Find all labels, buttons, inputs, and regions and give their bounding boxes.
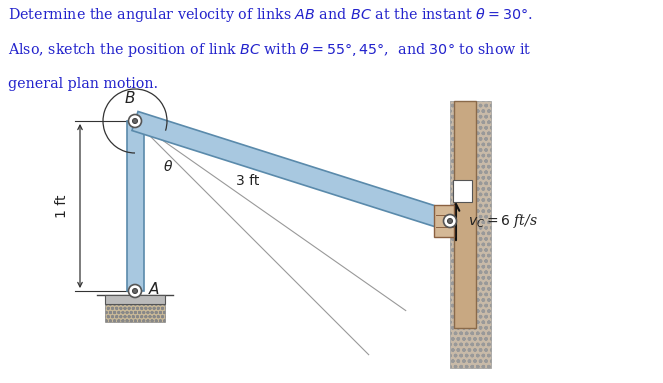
Text: $B$: $B$ (124, 90, 136, 106)
Polygon shape (105, 304, 165, 322)
Circle shape (129, 115, 141, 128)
Circle shape (133, 118, 137, 123)
Polygon shape (127, 121, 143, 291)
Polygon shape (132, 111, 453, 231)
Text: $v_C = 6$ ft/s: $v_C = 6$ ft/s (468, 212, 538, 230)
Text: general plan motion.: general plan motion. (8, 77, 158, 91)
Polygon shape (434, 205, 454, 237)
Polygon shape (105, 295, 165, 304)
Polygon shape (450, 101, 491, 368)
Text: 3 ft: 3 ft (236, 174, 259, 188)
Circle shape (133, 288, 137, 293)
Text: 1 ft: 1 ft (55, 194, 69, 218)
Text: $\theta$: $\theta$ (163, 159, 173, 174)
Text: $C$: $C$ (453, 183, 466, 199)
Circle shape (448, 219, 452, 223)
Text: Also, sketch the position of link $\mathit{BC}$ with $\theta = 55°, 45°$,  and $: Also, sketch the position of link $\math… (8, 41, 532, 59)
Circle shape (444, 214, 457, 228)
Text: $A$: $A$ (148, 281, 160, 297)
Polygon shape (453, 180, 472, 202)
Polygon shape (454, 101, 476, 328)
Circle shape (129, 285, 141, 298)
Text: Determine the angular velocity of links $\mathit{AB}$ and $\mathit{BC}$ at the i: Determine the angular velocity of links … (8, 6, 532, 24)
